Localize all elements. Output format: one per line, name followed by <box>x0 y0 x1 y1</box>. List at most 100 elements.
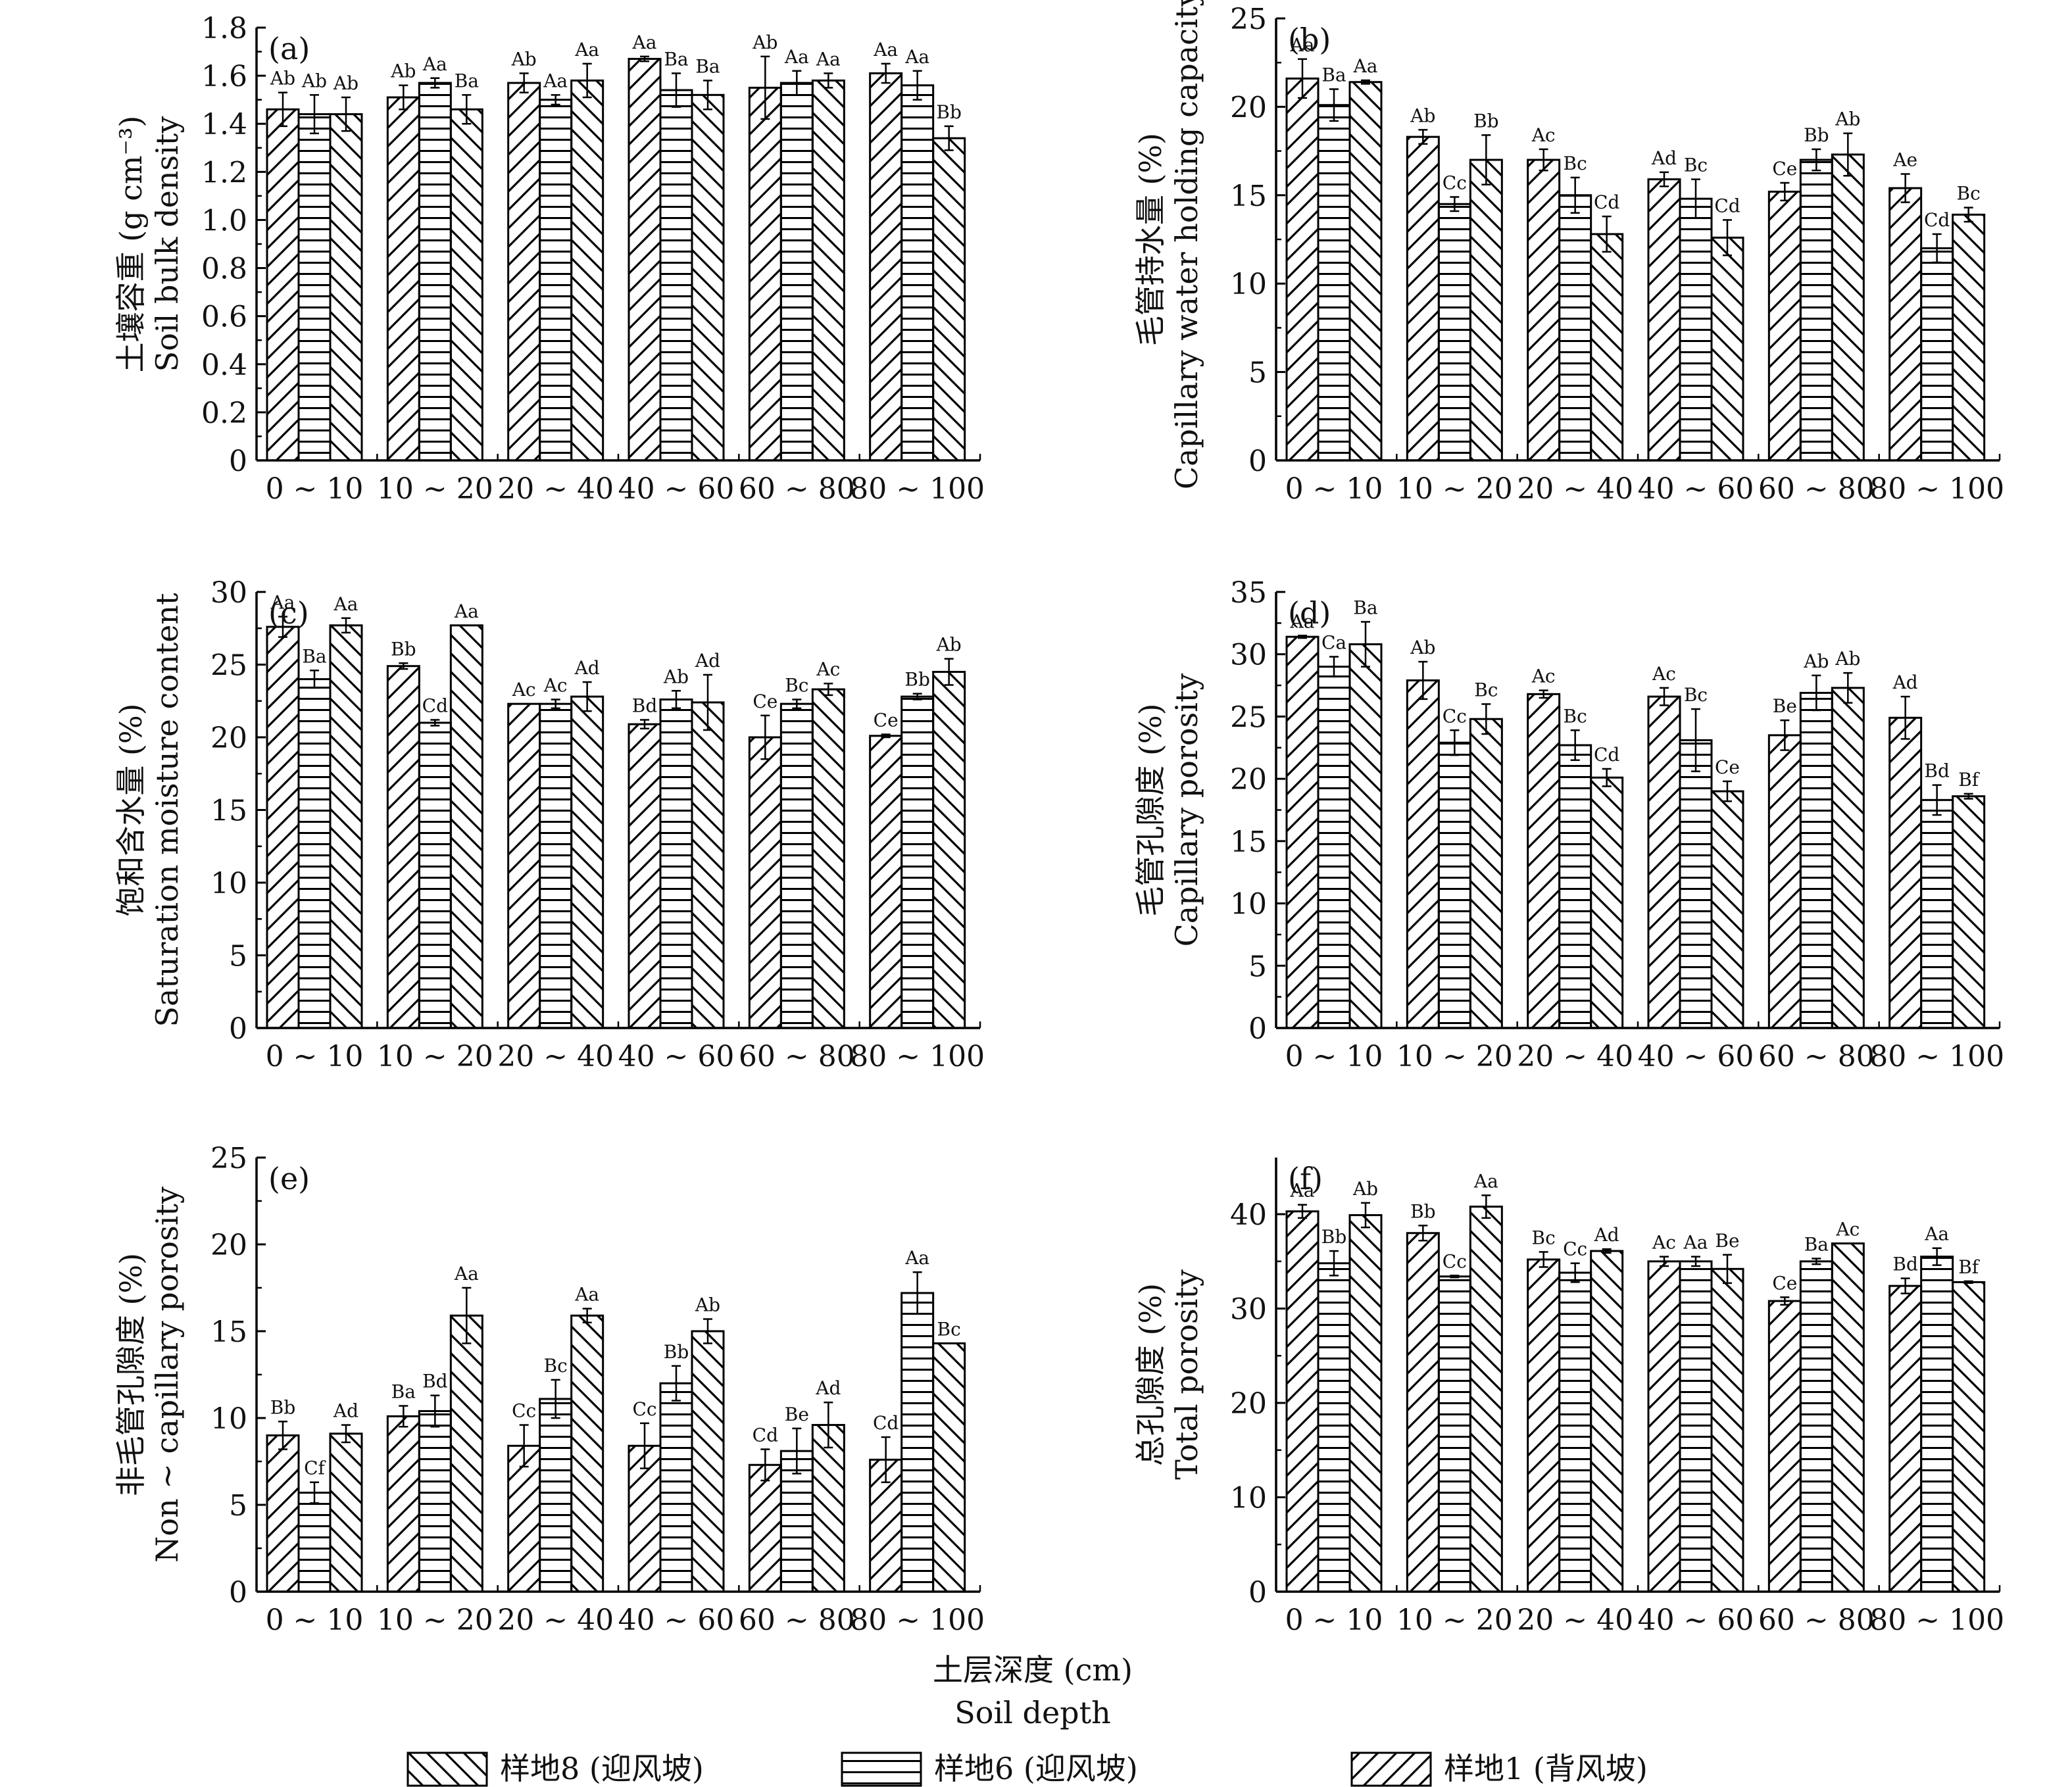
significance-label: Cc <box>1563 1238 1587 1260</box>
x-tick-label: 40 ~ 60 <box>1638 1603 1754 1637</box>
significance-label: Bb <box>1321 1226 1347 1248</box>
bar-b-2-1 <box>1469 159 1503 462</box>
significance-label: Ba <box>1353 597 1377 618</box>
bar-a-2-4 <box>811 79 845 462</box>
significance-label: Bc <box>544 1355 568 1377</box>
chart-panels: 0 0.2 0.4 0.6 0.8 1.0 1.2 1.4 1.6 1.8 0 ~ 10 10 ~ 2… <box>113 0 2004 1637</box>
bar-e-1-5 <box>900 1292 935 1593</box>
significance-label: Be <box>1715 1230 1739 1252</box>
y-tick-label: 15 <box>1230 825 1267 859</box>
significance-label: Bb <box>664 1341 689 1363</box>
x-tick-label: 60 ~ 80 <box>1758 472 1875 506</box>
y-tick-label: 35 <box>1230 576 1267 610</box>
panel-label: (f) <box>1288 1161 1323 1196</box>
y-tick-label: 10 <box>1230 888 1267 921</box>
y-tick-label: 1.0 <box>201 204 247 237</box>
significance-label: Aa <box>1290 1180 1315 1202</box>
significance-label: Cc <box>1443 1250 1467 1272</box>
significance-label: Bb <box>1804 124 1829 146</box>
bar-d-0-3 <box>1647 695 1681 1029</box>
significance-label: Ad <box>333 1400 358 1422</box>
y-tick-label: 5 <box>229 1489 247 1523</box>
x-tick-label: 60 ~ 80 <box>739 472 855 506</box>
x-tick-label: 20 ~ 40 <box>497 472 614 506</box>
x-tick-label: 80 ~ 100 <box>850 472 985 506</box>
significance-label: Be <box>1773 695 1797 717</box>
x-tick-label: 10 ~ 20 <box>1396 1040 1513 1073</box>
bar-c-2-3 <box>691 701 725 1029</box>
bar-a-1-2 <box>539 99 573 462</box>
bar-c-0-3 <box>628 723 662 1029</box>
x-tick-label: 80 ~ 100 <box>1869 472 2004 506</box>
legend-label-plot8: 样地8 (迎风坡) <box>500 1751 704 1786</box>
significance-label: Bc <box>1957 183 1981 205</box>
significance-label: Aa <box>1290 610 1315 632</box>
significance-label: Ab <box>333 72 358 94</box>
significance-label: Ce <box>874 710 899 731</box>
y-tick-label: 10 <box>1230 268 1267 301</box>
significance-label: Bc <box>937 1318 961 1340</box>
significance-label: Cf <box>304 1457 326 1479</box>
significance-label: Ac <box>1652 663 1676 685</box>
bar-c-0-1 <box>386 665 420 1029</box>
bar-a-2-2 <box>570 79 604 462</box>
bar-a-1-3 <box>659 89 693 462</box>
significance-label: Bb <box>936 101 962 123</box>
bar-a-0-1 <box>386 96 420 462</box>
x-tick-label: 40 ~ 60 <box>618 472 735 506</box>
significance-label: Ab <box>270 68 295 89</box>
bar-f-2-1 <box>1469 1206 1503 1593</box>
bar-d-0-4 <box>1767 734 1802 1029</box>
bar-f-0-1 <box>1406 1232 1440 1593</box>
bar-b-2-3 <box>1710 236 1744 462</box>
significance-label: Ad <box>695 650 720 672</box>
x-tick-label: 60 ~ 80 <box>739 1603 855 1637</box>
bar-b-0-0 <box>1285 77 1320 462</box>
y-tick-label: 0 <box>1248 445 1267 478</box>
bar-e-2-3 <box>691 1330 725 1593</box>
y-axis-label-en: Non ~ capillary porosity <box>149 1187 185 1563</box>
x-tick-label: 0 ~ 10 <box>1285 1603 1383 1637</box>
significance-label: Ae <box>1892 149 1917 171</box>
x-tick-label: 0 ~ 10 <box>266 1040 364 1073</box>
x-tick-label: 20 ~ 40 <box>1517 1603 1633 1637</box>
significance-label: Ab <box>936 634 962 656</box>
significance-label: Cc <box>1443 172 1467 193</box>
y-axis-label-en: Total porosity <box>1169 1269 1204 1480</box>
significance-label: Ab <box>1410 637 1435 658</box>
significance-label: Cc <box>512 1400 536 1422</box>
bar-f-0-2 <box>1527 1258 1561 1593</box>
y-tick-label: 1.2 <box>201 156 247 189</box>
significance-label: Bd <box>632 695 658 716</box>
x-tick-label: 40 ~ 60 <box>1638 1040 1754 1073</box>
bar-b-0-3 <box>1647 178 1681 462</box>
y-axis-label-cn: 总孔隙度 (%) <box>1133 1283 1168 1466</box>
y-tick-label: 0 <box>229 1576 247 1609</box>
significance-label: Aa <box>904 1247 929 1269</box>
bar-d-1-2 <box>1558 744 1592 1029</box>
bar-b-1-1 <box>1437 203 1471 462</box>
bar-d-1-4 <box>1799 691 1833 1029</box>
y-tick-label: 15 <box>210 795 247 828</box>
bar-c-2-1 <box>449 624 483 1029</box>
chart-panel-c: 0 5 10 15 20 25 30 0 ~ 10 10 ~ 20 20 ~ 40 40 ~ 60 6… <box>113 576 985 1073</box>
bar-d-2-4 <box>1831 687 1865 1029</box>
significance-label: Ad <box>815 1377 841 1399</box>
y-tick-label: 0.2 <box>201 397 247 430</box>
bar-b-2-2 <box>1590 233 1624 462</box>
y-tick-label: 40 <box>1230 1198 1267 1232</box>
bar-f-0-4 <box>1767 1300 1802 1593</box>
bar-d-1-1 <box>1437 741 1471 1029</box>
bar-c-2-4 <box>811 688 845 1029</box>
significance-label: Bc <box>1564 705 1587 727</box>
y-axis-label-en: Capillary porosity <box>1169 673 1204 947</box>
y-tick-label: 30 <box>1230 1293 1267 1327</box>
significance-label: Ab <box>695 1294 720 1316</box>
bar-e-2-0 <box>329 1432 363 1593</box>
bar-d-2-0 <box>1348 643 1383 1029</box>
significance-label: Bd <box>422 1371 448 1392</box>
significance-label: Ab <box>1352 1178 1378 1200</box>
y-tick-label: 5 <box>229 940 247 973</box>
significance-label: Ba <box>302 645 326 667</box>
significance-label: Aa <box>1290 34 1315 56</box>
